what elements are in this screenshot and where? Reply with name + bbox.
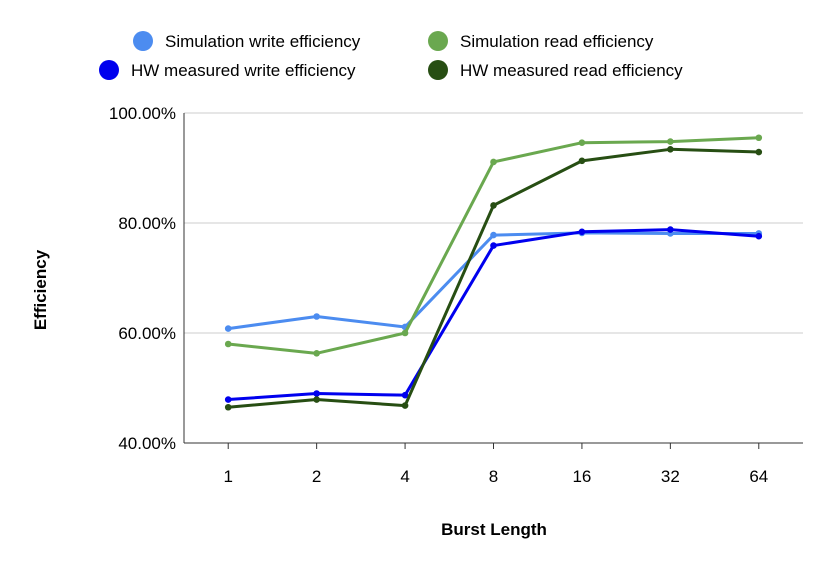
- data-point: [490, 231, 497, 239]
- legend-label: HW measured read efficiency: [460, 61, 683, 80]
- x-tick-label: 8: [489, 467, 498, 486]
- data-point: [667, 138, 674, 145]
- legend-item: HW measured read efficiency: [428, 60, 683, 80]
- x-tick-label: 16: [572, 467, 591, 486]
- legend-marker: [133, 31, 153, 51]
- series-4: [224, 146, 763, 411]
- y-tick-label: 60.00%: [118, 324, 176, 343]
- series-3: [224, 226, 763, 403]
- x-tick-label: 64: [749, 467, 768, 486]
- data-point: [401, 329, 409, 337]
- y-axis-title: Efficiency: [31, 249, 50, 330]
- series-line: [226, 228, 761, 402]
- legend-label: Simulation read efficiency: [460, 32, 654, 51]
- x-axis-title: Burst Length: [441, 520, 547, 539]
- x-tick-label: 32: [661, 467, 680, 486]
- data-point: [578, 157, 586, 165]
- data-point: [313, 313, 320, 320]
- data-point: [755, 134, 763, 142]
- y-tick-label: 100.00%: [109, 104, 176, 123]
- data-point: [224, 340, 232, 348]
- data-point: [401, 391, 409, 399]
- legend-item: Simulation read efficiency: [428, 31, 654, 51]
- data-point: [313, 396, 320, 403]
- data-point: [313, 350, 320, 357]
- data-point: [401, 402, 409, 409]
- grid-lines: [184, 112, 803, 334]
- series-line: [226, 147, 761, 409]
- axes: 40.00% 60.00% 80.00% 100.00% 1 2 4 8 16 32 64: [109, 104, 803, 486]
- y-tick-label: 80.00%: [118, 214, 176, 233]
- data-point: [755, 232, 763, 240]
- data-point: [490, 242, 497, 249]
- x-tick-label: 1: [223, 467, 232, 486]
- data-point: [490, 202, 497, 209]
- legend-marker: [428, 60, 448, 80]
- data-point: [667, 146, 674, 153]
- x-tick-label: 4: [400, 467, 409, 486]
- data-point: [224, 325, 232, 332]
- x-tick-label: 2: [312, 467, 321, 486]
- data-point: [755, 148, 763, 156]
- data-point: [490, 158, 497, 166]
- data-point: [313, 390, 320, 397]
- legend-marker: [428, 31, 448, 51]
- series-2: [224, 134, 763, 357]
- data-point: [224, 403, 232, 411]
- data-point: [667, 226, 674, 233]
- legend-label: HW measured write efficiency: [131, 61, 356, 80]
- data-point: [578, 228, 586, 236]
- legend-marker: [99, 60, 119, 80]
- series-layer: [224, 134, 763, 411]
- data-point: [224, 396, 232, 403]
- legend-item: Simulation write efficiency: [133, 31, 361, 51]
- legend: Simulation write efficiency Simulation re…: [99, 31, 683, 80]
- legend-label: Simulation write efficiency: [165, 32, 361, 51]
- y-tick-label: 40.00%: [118, 434, 176, 453]
- legend-item: HW measured write efficiency: [99, 60, 356, 80]
- data-point: [578, 139, 586, 146]
